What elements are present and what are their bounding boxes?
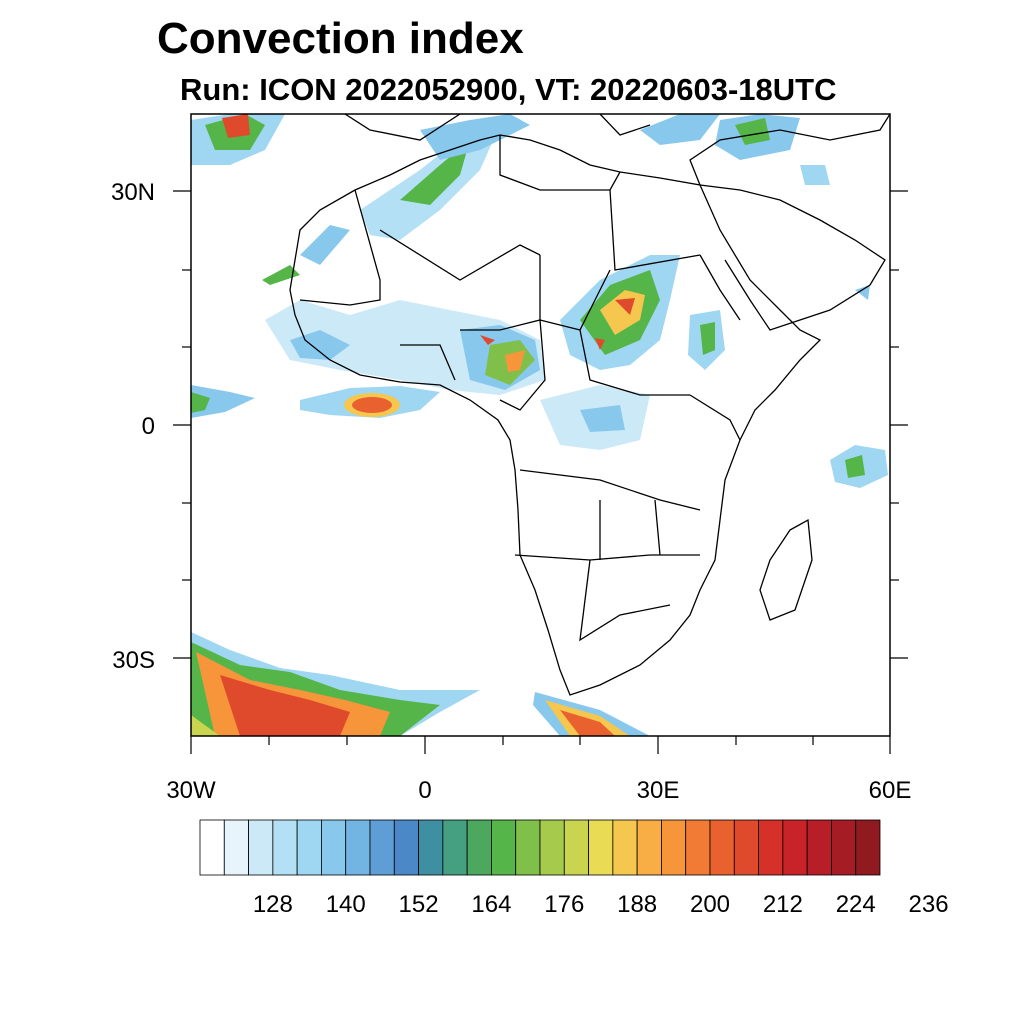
y-label-30s: 30S xyxy=(112,647,155,674)
x-label-60e: 60E xyxy=(869,777,912,804)
colorbar-swatch xyxy=(806,819,832,876)
colorbar-swatch xyxy=(393,819,419,876)
colorbar-swatch xyxy=(782,819,808,876)
colorbar-tick-label: 236 xyxy=(909,891,949,918)
colorbar-swatch xyxy=(563,819,589,876)
colorbar-tick-label: 152 xyxy=(399,891,439,918)
colorbar-swatch xyxy=(636,819,662,876)
colorbar xyxy=(199,819,881,876)
colorbar-tick-label: 128 xyxy=(253,891,293,918)
x-label-0: 0 xyxy=(418,777,431,804)
colorbar-swatch xyxy=(296,819,322,876)
map-content xyxy=(191,114,890,736)
colorbar-tick-label: 224 xyxy=(836,891,876,918)
colorbar-swatch xyxy=(515,819,541,876)
x-label-30w: 30W xyxy=(166,777,216,804)
map-background xyxy=(191,114,890,736)
y-label-30n: 30N xyxy=(111,179,155,206)
colorbar-tick-label: 200 xyxy=(690,891,730,918)
colorbar-tick-label: 140 xyxy=(326,891,366,918)
axis-ticks xyxy=(173,190,908,754)
colorbar-swatch xyxy=(491,819,517,876)
chart-subtitle: Run: ICON 2022052900, VT: 20220603-18UTC xyxy=(180,72,837,107)
colorbar-swatch xyxy=(321,819,347,876)
colorbar-swatch xyxy=(733,819,759,876)
colorbar-swatch xyxy=(831,819,857,876)
colorbar-swatch xyxy=(588,819,614,876)
colorbar-swatch xyxy=(539,819,565,876)
colorbar-tick-label: 164 xyxy=(471,891,511,918)
colorbar-swatch xyxy=(223,819,249,876)
colorbar-swatch xyxy=(466,819,492,876)
colorbar-swatch xyxy=(855,819,881,876)
colorbar-swatch xyxy=(758,819,784,876)
colorbar-swatch xyxy=(661,819,687,876)
chart-title: Convection index xyxy=(157,14,524,63)
colorbar-swatch xyxy=(709,819,735,876)
colorbar-swatch xyxy=(685,819,711,876)
colorbar-swatch xyxy=(369,819,395,876)
colorbar-tick-label: 212 xyxy=(763,891,803,918)
colorbar-swatch xyxy=(345,819,371,876)
colorbar-labels: 128 140 152 164 176 188 200 212 224 236 xyxy=(253,891,949,918)
convection-field xyxy=(191,114,888,736)
colorbar-swatch xyxy=(272,819,298,876)
colorbar-swatch xyxy=(442,819,468,876)
colorbar-swatch xyxy=(248,819,274,876)
colorbar-tick-label: 176 xyxy=(544,891,584,918)
x-label-30e: 30E xyxy=(637,777,680,804)
y-label-0: 0 xyxy=(142,413,155,440)
africa-coastline-map xyxy=(289,114,890,696)
colorbar-swatch xyxy=(612,819,638,876)
colorbar-swatch xyxy=(199,819,225,876)
colorbar-tick-label: 188 xyxy=(617,891,657,918)
colorbar-swatch xyxy=(418,819,444,876)
